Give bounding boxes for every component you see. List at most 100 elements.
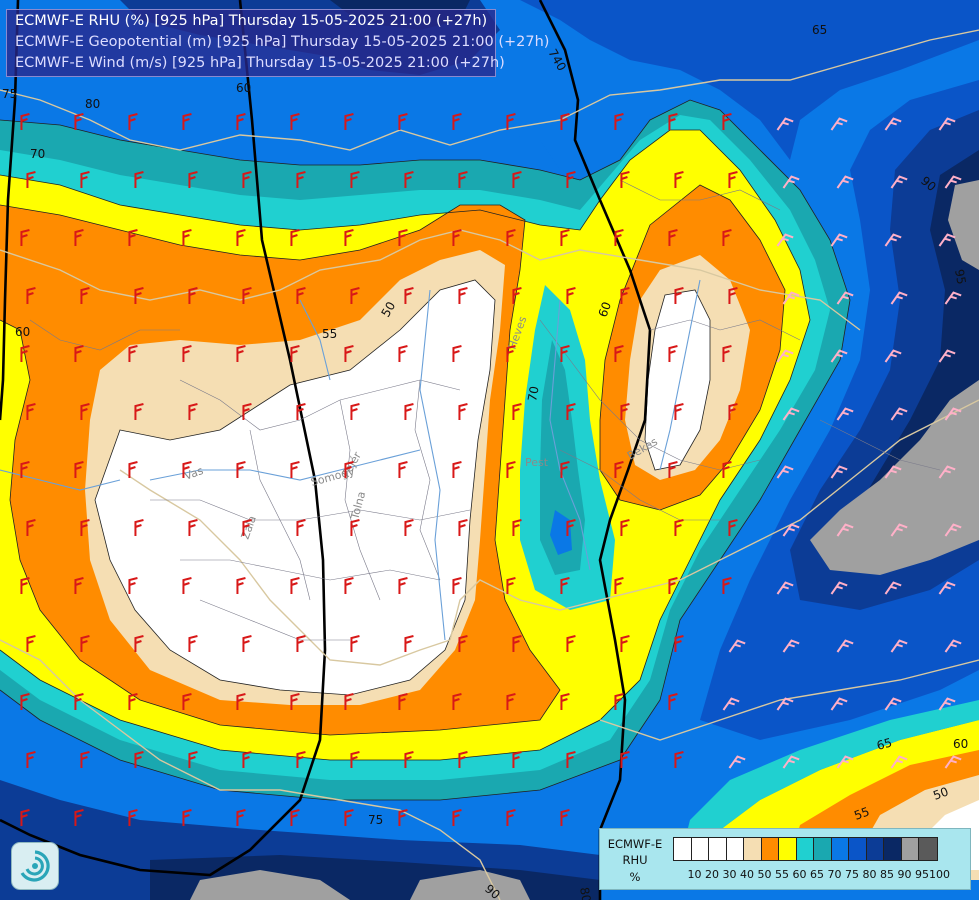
wind-barb [506,693,516,710]
wind-barb [26,171,36,188]
wind-barb [560,345,570,362]
wind-barb [188,519,198,536]
wind-barb [236,229,246,246]
rhu-contours [0,99,851,801]
contour-label: 65 [812,23,827,37]
wind-barb [512,403,522,420]
wind-barb [938,117,956,131]
wind-barb [728,639,746,653]
rhu-band-50-right [645,290,710,470]
contour-label: 55 [852,804,871,822]
wind-barb [182,461,192,478]
wind-barb [884,697,902,711]
wind-barb [668,229,678,246]
contour-label: 70 [30,147,45,161]
wind-barb [890,523,908,537]
wind-barb [404,519,414,536]
wind-barb [668,577,678,594]
place-label: Pest [525,456,549,469]
wind-barb [506,113,516,130]
wind-barb [776,465,794,479]
wind-barb [776,349,794,363]
ecmwf-logo [11,842,59,890]
wind-barb [668,693,678,710]
wind-barb [836,639,854,653]
contour-label: 60 [15,325,30,339]
wind-barb [80,403,90,420]
wind-barb [290,345,300,362]
wind-barb [944,523,962,537]
legend-ticks: 10 20 30 40 50 55 60 65 70 75 80 85 90 95 100 [673,868,973,882]
wind-barb [128,461,138,478]
wind-barb [296,635,306,652]
wind-barb [674,287,684,304]
wind-barb [566,751,576,768]
legend-tick-label: 55 [775,868,789,881]
legend-tick-label: 65 [810,868,824,881]
wind-barb [938,465,956,479]
wind-barb [512,171,522,188]
contour-label: 55 [322,327,337,341]
contour-label: 50 [378,299,398,319]
wind-barb [350,635,360,652]
wind-barb [182,229,192,246]
wind-barb [560,809,570,826]
wind-barb [830,233,848,247]
wind-barb [452,113,462,130]
wind-barb [344,809,354,826]
wind-barb [722,577,732,594]
wind-barb [134,635,144,652]
wind-barb [128,345,138,362]
wind-barb [728,519,738,536]
wind-barb [290,229,300,246]
legend-swatch [691,838,709,860]
contour-label: 75 [2,87,17,101]
legend-tick-label: 60 [792,868,807,881]
wind-barb [236,693,246,710]
legend-tick-label: 80 [862,868,877,881]
wind-barb [938,349,956,363]
wind-barb [182,809,192,826]
legend-swatches [673,837,938,861]
wind-barb [884,117,902,131]
wind-barb [782,755,800,769]
legend-tick-label: 75 [845,868,859,881]
wind-barb [944,175,962,189]
wind-barb [614,461,624,478]
wind-barb [74,577,84,594]
legend-tick-label: 85 [880,868,894,881]
wind-barb [674,751,684,768]
legend-variable: RHU [622,853,648,867]
wind-barb [26,403,36,420]
legend-swatch [709,838,727,860]
rivers [0,279,701,641]
wind-barb [350,171,360,188]
wind-barb [560,461,570,478]
wind-barbs [20,113,962,826]
rhu-band-100-bottom-2 [410,870,530,900]
wind-barb [290,113,300,130]
wind-barb [134,171,144,188]
wind-barb [404,403,414,420]
wind-barb [242,171,252,188]
legend-swatch [919,838,937,860]
wind-barb [890,755,908,769]
wind-barb [182,693,192,710]
legend-swatch [744,838,762,860]
wind-barb [884,465,902,479]
wind-barb [344,577,354,594]
wind-barb [830,117,848,131]
contour-label: 80 [85,97,100,111]
wind-barb [242,751,252,768]
wind-barb [296,403,306,420]
wind-barb [560,113,570,130]
wind-barb [128,577,138,594]
wind-barb [350,403,360,420]
wind-barb [884,233,902,247]
wind-barb [350,287,360,304]
wind-barb [890,407,908,421]
wind-barb [74,809,84,826]
wind-barb [506,809,516,826]
